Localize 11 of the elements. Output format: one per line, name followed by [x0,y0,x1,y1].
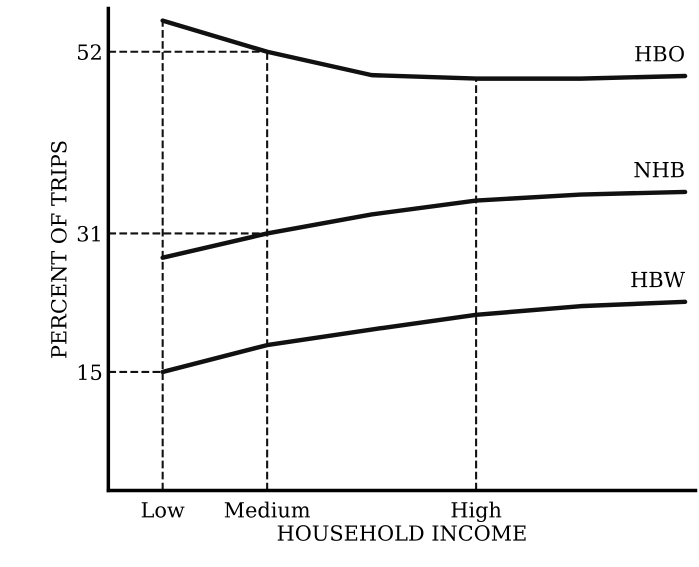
x-tick-label: Medium [224,502,310,518]
series-label: HBO [635,46,684,62]
x-tick-label: High [451,502,502,522]
x-tick-label: Low [142,502,185,518]
y-tick-label: 52 [78,44,101,60]
y-axis-title: PERCENT OF TRIPS [50,141,67,358]
series-label: NHB [634,162,684,178]
y-tick-label: 15 [78,364,102,380]
series-label: HBW [631,272,685,288]
y-tick-label: 31 [78,226,100,242]
x-axis-title: HOUSEHOLD INCOME [278,525,526,541]
